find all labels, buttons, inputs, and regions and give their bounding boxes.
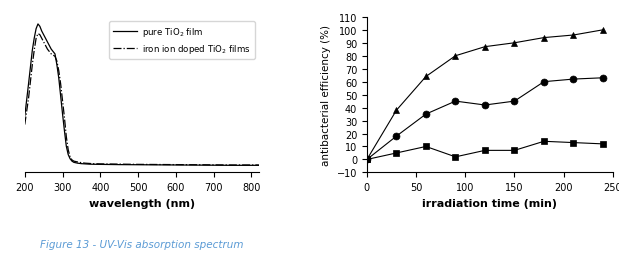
X-axis label: wavelength (nm): wavelength (nm) — [89, 198, 195, 208]
Text: Figure 13 - UV-Vis absorption spectrum: Figure 13 - UV-Vis absorption spectrum — [40, 239, 244, 249]
X-axis label: irradiation time (min): irradiation time (min) — [422, 198, 557, 208]
Y-axis label: antibacterial efficiency (%): antibacterial efficiency (%) — [321, 25, 331, 165]
Legend: pure TiO$_2$ film, iron ion doped TiO$_2$ films: pure TiO$_2$ film, iron ion doped TiO$_2… — [109, 22, 254, 60]
